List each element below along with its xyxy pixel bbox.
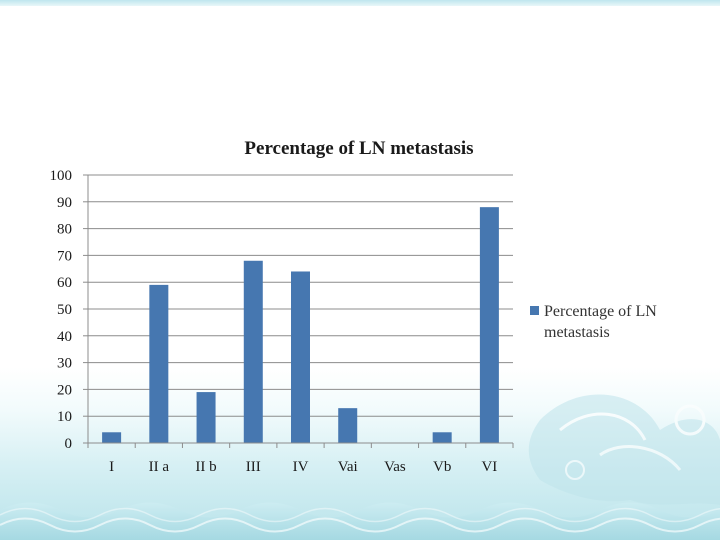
legend-swatch bbox=[530, 306, 539, 315]
x-tick-label-iv: IV bbox=[293, 459, 309, 475]
x-tick-label-i: I bbox=[109, 459, 114, 475]
bar-iii bbox=[243, 260, 263, 443]
y-tick-label-0: 0 bbox=[65, 436, 73, 452]
x-tick-label-vai: Vai bbox=[338, 459, 358, 475]
legend-label-line-2: metastasis bbox=[544, 324, 610, 341]
axes bbox=[87, 175, 513, 444]
y-tick-label-50: 50 bbox=[57, 302, 72, 318]
y-tick-label-100: 100 bbox=[50, 168, 73, 184]
x-tick-label-vas: Vas bbox=[384, 459, 406, 475]
decorative-waves bbox=[0, 502, 720, 540]
chart-title: Percentage of LN metastasis bbox=[244, 138, 473, 159]
bar-i bbox=[102, 432, 122, 443]
y-tick-label-70: 70 bbox=[57, 248, 72, 264]
y-axis-tick-labels: 0 10 20 30 40 50 60 70 80 90 100 bbox=[50, 168, 73, 452]
x-tick-label-vb: Vb bbox=[433, 459, 451, 475]
decorative-dragon-swirl bbox=[528, 394, 720, 505]
y-tick-label-30: 30 bbox=[57, 356, 72, 372]
y-tick-label-40: 40 bbox=[57, 329, 72, 345]
bar-ii-a bbox=[149, 284, 169, 443]
top-decorative-strip bbox=[0, 0, 720, 6]
y-tick-label-60: 60 bbox=[57, 275, 72, 291]
x-tick-label-ii-b: II b bbox=[195, 459, 216, 475]
bar-vi bbox=[479, 207, 499, 443]
y-tick-label-90: 90 bbox=[57, 195, 72, 211]
legend-label: Percentage of LN metastasis bbox=[544, 303, 661, 341]
y-tick-label-80: 80 bbox=[57, 222, 72, 238]
legend-label-line-1: Percentage of LN bbox=[544, 303, 657, 320]
x-tick-label-vi: VI bbox=[481, 459, 497, 475]
x-tick-label-iii: III bbox=[246, 459, 261, 475]
bar-iv bbox=[291, 271, 310, 443]
bar-vai bbox=[338, 408, 358, 443]
legend: Percentage of LN metastasis bbox=[530, 303, 661, 341]
bars bbox=[102, 207, 499, 443]
bar-ii-b bbox=[196, 392, 216, 443]
y-tick-label-10: 10 bbox=[57, 409, 72, 425]
x-tick-label-ii-a: II a bbox=[149, 459, 170, 475]
bar-vb bbox=[432, 432, 452, 443]
x-axis-tick-labels: I II a II b III IV Vai Vas Vb VI bbox=[87, 443, 514, 475]
y-tick-label-20: 20 bbox=[57, 382, 72, 398]
